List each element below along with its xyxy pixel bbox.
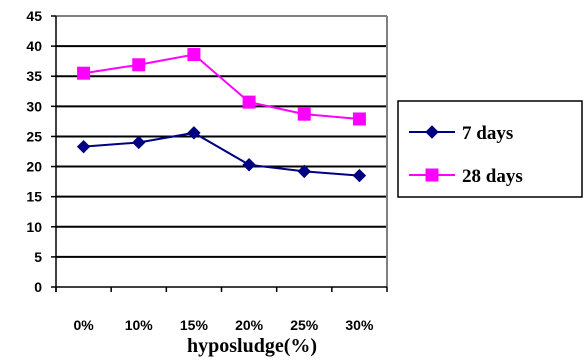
data-point (352, 112, 366, 126)
y-tick-label: 40 (26, 38, 42, 54)
y-tick-label: 30 (26, 98, 42, 114)
y-axis-ticks: 0 5 10 15 20 25 30 35 40 45 (26, 8, 56, 295)
series-line-0 (83, 131, 360, 177)
y-tick-label: 45 (26, 8, 42, 24)
legend-marker (425, 168, 439, 182)
data-point (132, 135, 146, 150)
x-tick-label: 0% (73, 317, 94, 333)
legend: 7 days 28 days (397, 100, 583, 198)
data-point (242, 95, 256, 109)
legend-label: 7 days (462, 123, 513, 144)
y-tick-label: 15 (26, 189, 42, 205)
x-tick-label: 20% (235, 317, 264, 333)
y-tick-label: 35 (26, 68, 42, 84)
x-tick-label: 30% (345, 317, 374, 333)
gridlines (56, 15, 387, 258)
data-point (352, 168, 367, 183)
y-tick-label: 10 (26, 219, 42, 235)
data-point (77, 66, 91, 80)
data-point (242, 158, 256, 172)
x-axis-ticks: 0% 10% 15% 20% 25% 30% (55, 287, 388, 333)
x-tick-label: 10% (125, 317, 154, 333)
y-tick-label: 20 (26, 159, 42, 175)
series-group (76, 48, 367, 183)
x-axis-label: hyposludge(%) (187, 335, 317, 357)
legend-label: 28 days (462, 166, 523, 187)
data-point (297, 164, 311, 179)
data-point (76, 139, 91, 154)
series-line-1 (83, 53, 360, 120)
x-tick-label: 25% (290, 317, 319, 333)
data-point (132, 58, 146, 72)
y-tick-label: 5 (34, 249, 42, 265)
legend-marker (425, 125, 439, 139)
data-point (187, 126, 201, 140)
axes (55, 15, 388, 292)
y-tick-label: 25 (26, 128, 42, 144)
y-tick-label: 0 (34, 279, 42, 295)
data-point (187, 48, 201, 62)
data-point (297, 107, 311, 121)
x-tick-label: 15% (180, 317, 209, 333)
